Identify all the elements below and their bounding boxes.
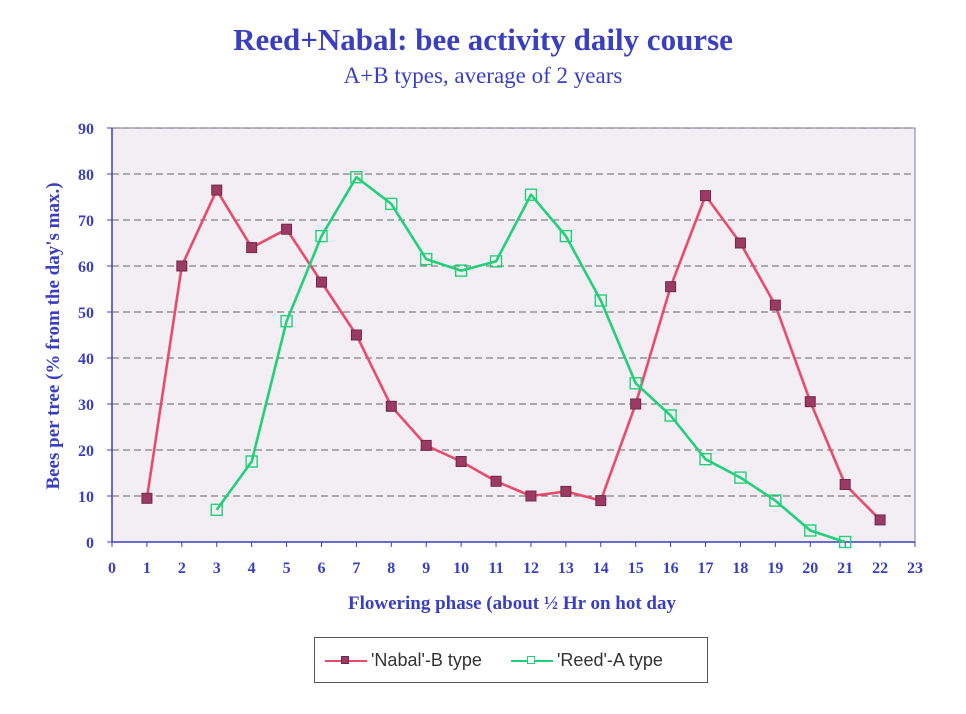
data-point-reed-15 bbox=[629, 377, 642, 390]
x-tick-label-22: 22 bbox=[872, 560, 888, 577]
data-point-nabal-12 bbox=[525, 490, 537, 502]
chart-legend: 'Nabal'-B type 'Reed'-A type bbox=[314, 637, 708, 683]
data-point-reed-5 bbox=[280, 315, 293, 328]
data-point-nabal-16 bbox=[665, 281, 677, 293]
data-point-nabal-6 bbox=[315, 276, 327, 288]
x-tick-label-7: 7 bbox=[352, 560, 360, 577]
y-tick-label-30: 30 bbox=[78, 397, 94, 414]
data-point-nabal-5 bbox=[281, 223, 293, 235]
y-tick-label-10: 10 bbox=[78, 489, 94, 506]
x-tick-label-10: 10 bbox=[453, 560, 469, 577]
chart-title: Reed+Nabal: bee activity daily course bbox=[233, 22, 733, 57]
x-tick-label-21: 21 bbox=[837, 560, 853, 577]
x-tick-label-13: 13 bbox=[558, 560, 574, 577]
data-point-reed-21 bbox=[838, 535, 852, 549]
x-tick-label-15: 15 bbox=[628, 560, 644, 577]
data-point-nabal-10 bbox=[455, 456, 467, 467]
data-point-reed-11 bbox=[489, 255, 503, 268]
x-tick-label-12: 12 bbox=[523, 560, 539, 577]
data-point-nabal-15 bbox=[630, 398, 642, 410]
x-tick-label-5: 5 bbox=[283, 560, 291, 577]
data-point-reed-4 bbox=[245, 455, 258, 468]
data-point-reed-19 bbox=[769, 494, 782, 507]
x-tick-label-1: 1 bbox=[143, 560, 151, 577]
x-tick-label-2: 2 bbox=[178, 560, 186, 577]
y-tick-label-20: 20 bbox=[78, 443, 94, 460]
y-tick-label-60: 60 bbox=[78, 259, 94, 276]
data-point-reed-9 bbox=[420, 252, 433, 266]
data-point-reed-18 bbox=[734, 471, 747, 484]
y-tick-label-90: 90 bbox=[78, 121, 94, 138]
x-tick-label-23: 23 bbox=[907, 560, 923, 577]
data-point-reed-10 bbox=[454, 264, 468, 277]
data-point-reed-16 bbox=[664, 409, 677, 422]
data-point-nabal-22 bbox=[874, 514, 886, 526]
data-point-nabal-2 bbox=[176, 260, 188, 272]
y-tick-label-50: 50 bbox=[78, 305, 94, 322]
x-tick-label-0: 0 bbox=[108, 560, 116, 577]
x-tick-label-19: 19 bbox=[767, 560, 783, 577]
y-tick-label-70: 70 bbox=[78, 213, 94, 230]
x-tick-label-3: 3 bbox=[213, 560, 221, 577]
legend-label-nabal: 'Nabal'-B type bbox=[371, 650, 482, 670]
data-point-nabal-20 bbox=[804, 396, 816, 408]
data-point-reed-6 bbox=[315, 229, 328, 243]
legend-item-reed: 'Reed'-A type bbox=[511, 650, 663, 671]
data-point-nabal-9 bbox=[420, 439, 432, 451]
data-point-nabal-4 bbox=[246, 242, 258, 254]
x-tick-label-17: 17 bbox=[698, 560, 714, 577]
x-tick-label-9: 9 bbox=[422, 560, 430, 577]
x-tick-label-18: 18 bbox=[732, 560, 748, 577]
data-point-reed-7 bbox=[350, 171, 363, 184]
data-point-reed-12 bbox=[524, 188, 538, 201]
data-point-reed-13 bbox=[559, 229, 573, 243]
x-axis-title: Flowering phase (about ½ Hr on hot day bbox=[348, 593, 676, 614]
data-point-nabal-18 bbox=[734, 237, 746, 249]
series-line-nabal bbox=[145, 188, 882, 521]
y-axis-title: Bees per tree (% from the day's max.) bbox=[43, 182, 64, 489]
x-tick-label-11: 11 bbox=[488, 560, 503, 577]
data-point-nabal-11 bbox=[490, 475, 502, 487]
data-point-reed-14 bbox=[594, 294, 607, 307]
series-line-reed bbox=[215, 175, 846, 544]
plot-area bbox=[111, 127, 916, 543]
data-point-nabal-17 bbox=[700, 190, 712, 202]
data-point-reed-17 bbox=[699, 453, 712, 466]
data-point-nabal-1 bbox=[141, 492, 153, 504]
data-point-reed-8 bbox=[385, 197, 398, 211]
legend-item-nabal: 'Nabal'-B type bbox=[325, 650, 482, 671]
x-tick-label-8: 8 bbox=[387, 560, 395, 577]
chart-subtitle: A+B types, average of 2 years bbox=[343, 63, 623, 88]
legend-label-reed: 'Reed'-A type bbox=[557, 650, 663, 670]
y-tick-label-0: 0 bbox=[86, 535, 94, 552]
legend-swatch-reed bbox=[511, 653, 553, 669]
data-point-nabal-21 bbox=[839, 479, 851, 490]
data-point-reed-3 bbox=[210, 503, 223, 516]
x-tick-label-20: 20 bbox=[802, 560, 818, 577]
x-tick-label-6: 6 bbox=[317, 560, 325, 577]
data-point-reed-20 bbox=[804, 524, 817, 537]
y-tick-label-40: 40 bbox=[78, 351, 94, 368]
data-point-nabal-19 bbox=[769, 299, 781, 311]
x-tick-label-16: 16 bbox=[663, 560, 679, 577]
x-tick-label-14: 14 bbox=[593, 560, 609, 577]
data-point-nabal-13 bbox=[560, 485, 572, 497]
legend-swatch-nabal bbox=[325, 653, 367, 669]
y-tick-label-80: 80 bbox=[78, 167, 94, 184]
data-point-nabal-3 bbox=[211, 184, 223, 196]
data-point-nabal-14 bbox=[595, 495, 607, 507]
data-point-nabal-7 bbox=[350, 329, 362, 341]
x-tick-label-4: 4 bbox=[248, 560, 256, 577]
data-point-nabal-8 bbox=[385, 400, 397, 412]
